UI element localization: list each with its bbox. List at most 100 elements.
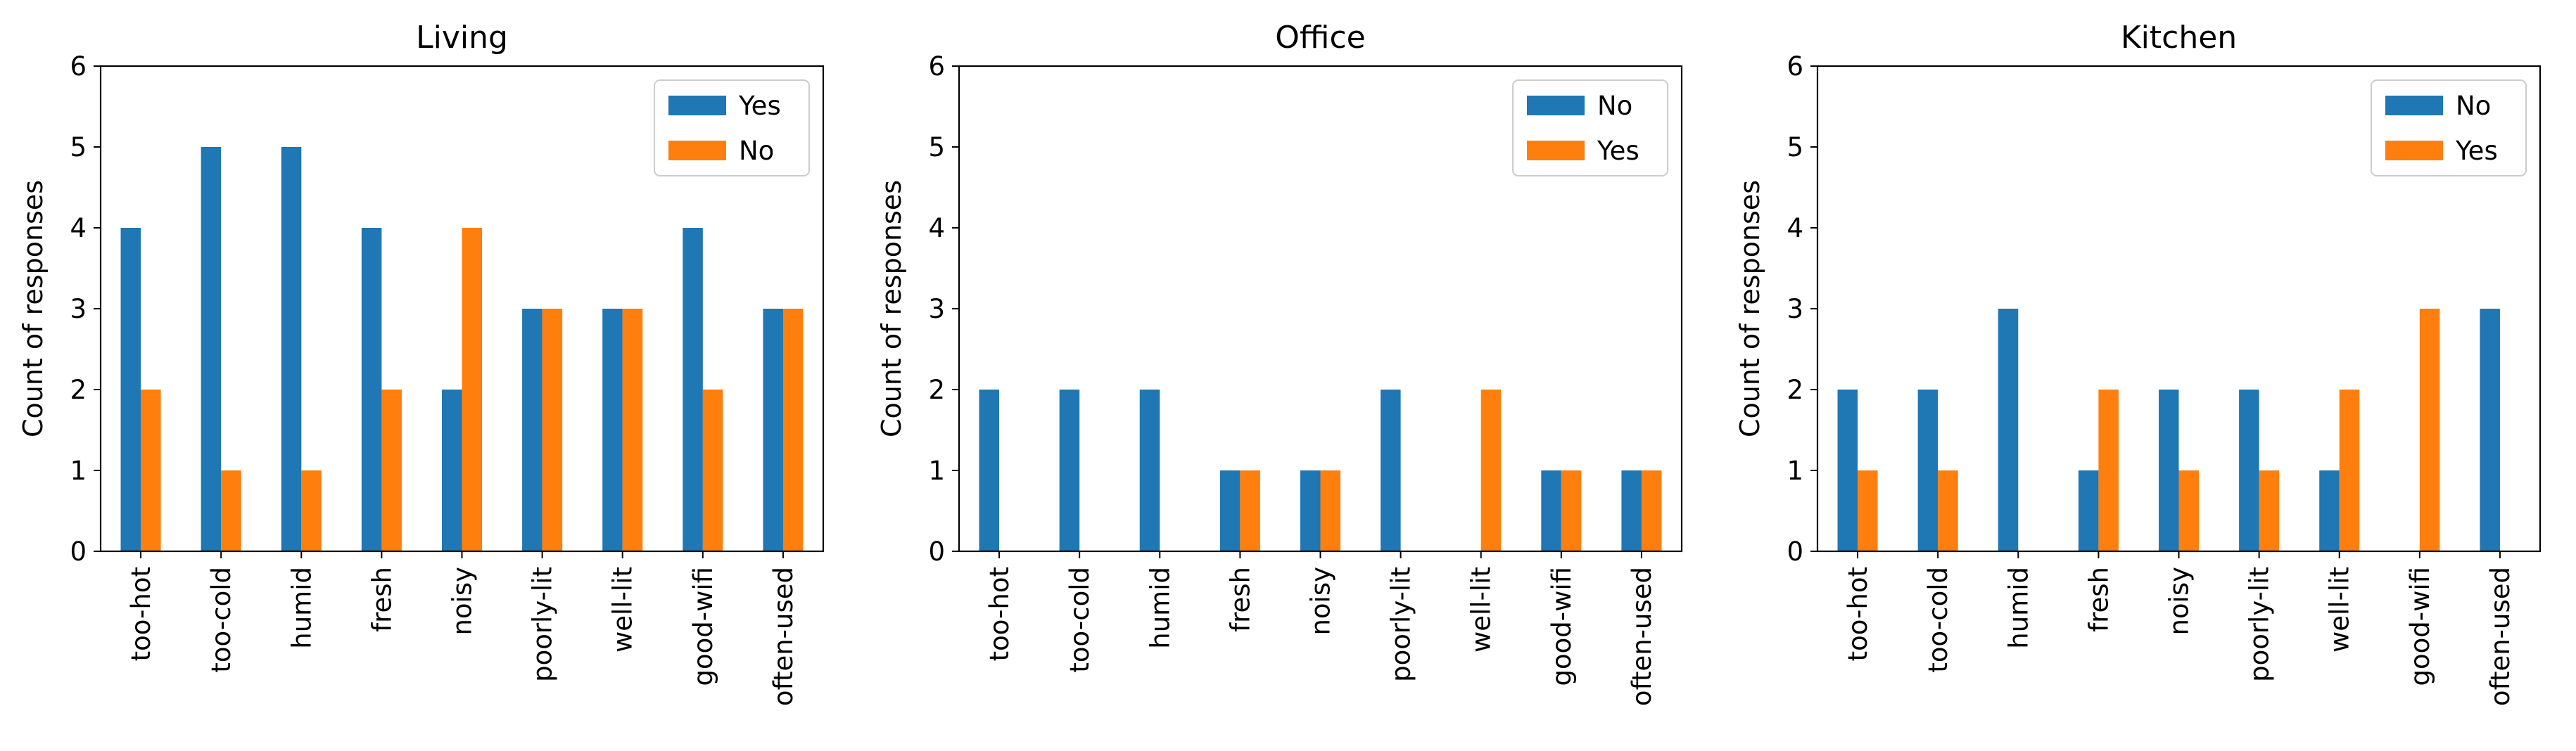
- bar-no-humid: [301, 470, 322, 551]
- x-tick-label-fresh: fresh: [1225, 567, 1255, 632]
- bar-yes-well-lit: [2339, 390, 2360, 551]
- y-tick-label: 2: [70, 375, 87, 405]
- bar-yes-often-used: [763, 309, 783, 551]
- bar-no-too-hot: [141, 390, 161, 551]
- bar-no-often-used: [782, 309, 804, 551]
- bar-no-noisy: [1300, 470, 1321, 551]
- bar-no-too-cold: [221, 470, 241, 551]
- x-tick-label-often-used: often-used: [2485, 567, 2515, 706]
- bar-yes-good-wifi: [1561, 470, 1582, 551]
- bar-yes-humid: [281, 147, 302, 551]
- bar-no-fresh: [2078, 470, 2099, 551]
- y-tick-label: 0: [1787, 537, 1803, 567]
- bar-yes-noisy: [2178, 470, 2200, 551]
- bar-yes-noisy: [1320, 470, 1341, 551]
- legend-swatch-no: [1527, 96, 1585, 115]
- x-axis: too-hot too-cold humid fresh noisy poorly-lit…: [1843, 551, 2515, 706]
- legend-swatch-no: [2385, 96, 2443, 115]
- bar-no-fresh: [1219, 470, 1241, 551]
- bar-no-noisy: [462, 228, 483, 551]
- legend-box: [1512, 79, 1668, 176]
- x-tick-label-well-lit: well-lit: [2325, 567, 2355, 653]
- x-tick-label-often-used: often-used: [768, 567, 799, 706]
- bar-no-often-used: [1621, 470, 1642, 551]
- x-tick-label-humid: humid: [1145, 567, 1175, 649]
- bar-no-poorly-lit: [1381, 390, 1401, 551]
- y-tick-label: 6: [928, 51, 945, 82]
- x-tick-label-poorly-lit: poorly-lit: [2245, 567, 2275, 682]
- chart-title: Kitchen: [2121, 20, 2237, 56]
- y-tick-label: 6: [1787, 51, 1803, 82]
- x-tick-label-poorly-lit: poorly-lit: [1386, 567, 1416, 682]
- chart-title: Living: [416, 20, 508, 56]
- bar-no-noisy: [2158, 390, 2179, 551]
- x-tick-label-noisy: noisy: [1306, 567, 1336, 636]
- y-axis: 0 1 2 3 4 5 6: [70, 51, 101, 567]
- bar-yes-fresh: [1240, 470, 1260, 551]
- bar-yes-often-used: [1641, 470, 1662, 551]
- bar-no-fresh: [381, 390, 402, 551]
- x-tick-label-noisy: noisy: [2164, 567, 2195, 636]
- bar-no-often-used: [2480, 309, 2500, 551]
- chart-panel-living: 0 1 2 3 4 5 6 too-hot too-cold humid fresh noisy poo…: [0, 0, 858, 751]
- y-axis-label: Count of responses: [876, 180, 907, 437]
- x-tick-label-poorly-lit: poorly-lit: [528, 567, 558, 682]
- bar-no-too-cold: [1059, 390, 1080, 551]
- legend-box: [654, 79, 810, 176]
- y-tick-label: 2: [928, 375, 945, 405]
- bar-no-too-hot: [1837, 390, 1858, 551]
- legend-swatch-yes: [668, 96, 726, 115]
- x-tick-label-well-lit: well-lit: [608, 567, 638, 653]
- y-tick-label: 1: [1787, 456, 1803, 486]
- x-tick-label-fresh: fresh: [2083, 567, 2114, 632]
- x-tick-label-humid: humid: [2003, 567, 2033, 649]
- x-tick-label-too-hot: too-hot: [1843, 567, 1873, 661]
- legend-label-yes: Yes: [2455, 136, 2498, 166]
- y-tick-label: 4: [1787, 213, 1803, 243]
- x-tick-label-too-cold: too-cold: [1065, 567, 1095, 673]
- bar-yes-well-lit: [602, 309, 623, 551]
- x-axis: too-hot too-cold humid fresh noisy poorly-lit…: [984, 551, 1657, 706]
- bar-yes-noisy: [441, 390, 462, 551]
- x-tick-label-too-cold: too-cold: [1923, 567, 1953, 673]
- bar-yes-fresh: [361, 228, 382, 551]
- bar-yes-poorly-lit: [522, 309, 543, 551]
- bar-no-poorly-lit: [2239, 390, 2259, 551]
- bar-no-too-hot: [979, 390, 1000, 551]
- legend-label-yes: Yes: [738, 91, 781, 121]
- bar-yes-too-cold: [1938, 470, 1958, 551]
- chart-kitchen: 0 1 2 3 4 5 6 too-hot too-cold humid fresh noisy poo…: [1734, 20, 2542, 706]
- bar-no-poorly-lit: [542, 309, 563, 551]
- legend-label-no: No: [739, 136, 774, 166]
- y-tick-label: 0: [928, 537, 945, 567]
- y-tick-label: 3: [928, 294, 945, 324]
- bar-no-well-lit: [2319, 470, 2340, 551]
- bar-yes-good-wifi: [2419, 309, 2440, 551]
- y-axis-label: Count of responses: [1734, 180, 1765, 437]
- bar-no-too-cold: [1917, 390, 1939, 551]
- legend-label-no: No: [1597, 91, 1632, 121]
- y-axis: 0 1 2 3 4 5 6: [928, 51, 959, 567]
- x-tick-label-good-wifi: good-wifi: [1547, 567, 1577, 686]
- y-axis-label: Count of responses: [18, 180, 49, 437]
- bars: [1837, 309, 2500, 551]
- chart-office: 0 1 2 3 4 5 6 too-hot too-cold humid fresh noisy poo…: [876, 20, 1683, 706]
- y-axis: 0 1 2 3 4 5 6: [1787, 51, 1817, 567]
- legend-swatch-no: [668, 141, 726, 160]
- bar-yes-too-hot: [1858, 470, 1878, 551]
- x-axis: too-hot too-cold humid fresh noisy poorly-lit…: [126, 551, 799, 706]
- y-tick-label: 6: [70, 51, 87, 82]
- y-tick-label: 1: [928, 456, 945, 486]
- x-tick-label-well-lit: well-lit: [1466, 567, 1497, 653]
- bar-yes-too-cold: [201, 147, 222, 551]
- y-tick-label: 5: [70, 132, 87, 162]
- y-tick-label: 0: [70, 537, 87, 567]
- bar-yes-fresh: [2098, 390, 2119, 551]
- y-tick-label: 5: [1787, 132, 1803, 162]
- bar-yes-well-lit: [1480, 390, 1502, 551]
- bars: [120, 147, 804, 551]
- y-tick-label: 2: [1787, 375, 1803, 405]
- legend-label-no: No: [2456, 91, 2491, 121]
- x-tick-label-good-wifi: good-wifi: [688, 567, 718, 686]
- chart-living: 0 1 2 3 4 5 6 too-hot too-cold humid fresh noisy poo…: [18, 20, 825, 706]
